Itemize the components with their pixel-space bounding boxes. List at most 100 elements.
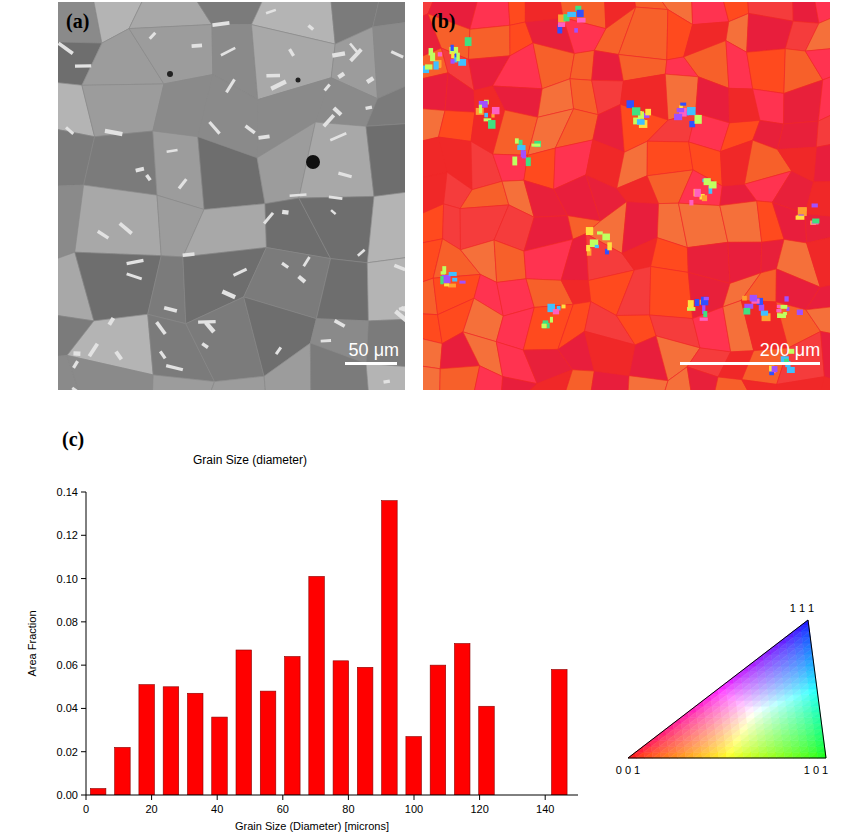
ipf-cell (806, 666, 814, 672)
ipf-cell (682, 724, 690, 730)
grain-patch (425, 64, 432, 69)
twin (281, 262, 289, 269)
ipf-cell (743, 752, 751, 758)
ipf-cell (698, 724, 706, 730)
bar (406, 737, 422, 795)
ipf-cell (669, 752, 677, 758)
grain (650, 267, 693, 319)
ipf-cell (757, 666, 765, 672)
ipf-cell (802, 701, 810, 707)
ipf-cell (795, 643, 803, 649)
ipf-cell (724, 729, 732, 735)
ipf-cell (725, 735, 733, 741)
ipf-cell (717, 747, 725, 753)
twin (201, 342, 209, 349)
ipf-cell (806, 660, 814, 666)
ipf-cell (744, 695, 752, 701)
ipf-cell (768, 695, 776, 701)
ipf-cell (779, 706, 787, 712)
ipf-cell (666, 729, 674, 735)
ipf-cell (762, 701, 770, 707)
ipf-cell (735, 689, 743, 695)
ipf-cell (775, 747, 783, 753)
grain (778, 121, 819, 150)
grain (777, 377, 825, 390)
ipf-cell (798, 729, 806, 735)
ipf-cell (804, 649, 812, 655)
ipf-cell (660, 747, 668, 753)
ipf-cell (809, 689, 817, 695)
ipf-cell (763, 712, 771, 718)
twin (225, 79, 236, 94)
grain (152, 375, 214, 390)
ipf-cell (741, 672, 749, 678)
ipf-cell (752, 752, 760, 758)
ipf-cell (806, 724, 814, 730)
ipf-cell (741, 735, 749, 741)
grain (423, 73, 448, 111)
ipf-cell (764, 718, 772, 724)
ipf-cell (690, 729, 698, 735)
ipf-cell (774, 735, 782, 741)
ipf-cell (726, 683, 734, 689)
ipf-cell (759, 683, 767, 689)
ipf-cell (750, 683, 758, 689)
ipf-cell (774, 741, 782, 747)
bar (90, 789, 106, 795)
ipf-cell (715, 729, 723, 735)
ipf-cell (793, 752, 801, 758)
ipf-cell (766, 672, 774, 678)
ipf-cell (777, 752, 785, 758)
ipf-cell (723, 718, 731, 724)
ipf-cell (705, 718, 713, 724)
y-tick (81, 795, 86, 796)
ipf-cell (709, 741, 717, 747)
ipf-cell (807, 741, 815, 747)
ipf-cell (799, 741, 807, 747)
ipf-cell (660, 741, 668, 747)
ipf-cell (683, 735, 691, 741)
ipf-cell (783, 678, 791, 684)
ipf-cell (756, 718, 764, 724)
grain (445, 73, 475, 112)
ipf-cell (779, 712, 787, 718)
ipf-cell (726, 747, 734, 753)
ipf-cell (735, 683, 743, 689)
ipf-cell (723, 729, 731, 735)
ipf-cell (747, 718, 755, 724)
ipf-cell (756, 724, 764, 730)
grain (470, 2, 510, 29)
ipf-cell (764, 655, 772, 661)
ipf-cell (667, 741, 675, 747)
ipf-cell (636, 752, 644, 758)
ipf-cell (739, 718, 747, 724)
bar (357, 667, 373, 795)
ipf-cell (723, 724, 731, 730)
ipf-cell (726, 741, 734, 747)
ipf-cell (801, 689, 809, 695)
ipf-cell (789, 729, 797, 735)
ipf-cell (718, 747, 726, 753)
ipf-cell (786, 706, 794, 712)
ipf-cell (693, 747, 701, 753)
ipf-cell (730, 712, 738, 718)
ipf-cell (750, 747, 758, 753)
x-tick (86, 795, 87, 800)
ipf-cell (801, 632, 809, 638)
ipf-cell (727, 689, 735, 695)
ipf-cell (691, 729, 699, 735)
grain (500, 377, 537, 390)
grain-patch (704, 297, 709, 300)
twin (159, 350, 167, 359)
ipf-cell (810, 695, 818, 701)
ipf-cell (798, 666, 806, 672)
ipf-cell (760, 752, 768, 758)
twin (288, 48, 295, 56)
ipf-cell (787, 643, 795, 649)
ipf-cell (722, 718, 730, 724)
ipf-cell (697, 718, 705, 724)
ipf-cell (701, 747, 709, 753)
ipf-cell (690, 724, 698, 730)
ipf-cell (782, 729, 790, 735)
ipf-cell (767, 678, 775, 684)
